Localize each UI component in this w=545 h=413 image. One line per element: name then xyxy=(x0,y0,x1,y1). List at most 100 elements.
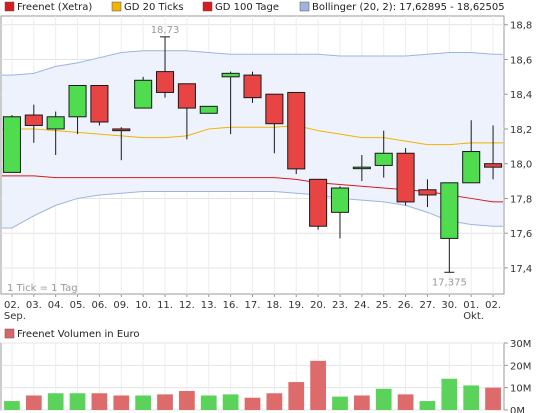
x-axis: 02. 03. 04. 05. 06. 09. 10. 11. 12. 13. 16. 17. 18. 1… xyxy=(4,294,501,322)
x-tick-label: 13. xyxy=(201,300,217,311)
candle-body xyxy=(68,85,87,118)
price-y-tick-label: 18,4 xyxy=(510,90,532,101)
volume-bar xyxy=(200,395,217,410)
price-y-tick-label: 17,8 xyxy=(510,194,532,205)
volume-bar xyxy=(375,388,392,410)
x-tick-label: 11. xyxy=(157,300,173,311)
candle xyxy=(352,155,371,182)
volume-bar xyxy=(4,401,20,410)
price-y-tick-label: 18,8 xyxy=(510,21,532,32)
volume-bar xyxy=(25,395,42,410)
x-month-label: Sep. xyxy=(4,311,26,322)
x-month-label: Okt. xyxy=(463,311,484,322)
candle xyxy=(287,91,306,175)
candle-body xyxy=(418,189,437,196)
legend-swatch-ma20 xyxy=(111,1,122,12)
x-tick-label: 19. xyxy=(288,300,304,311)
candle-body xyxy=(287,91,306,170)
candle xyxy=(24,104,43,143)
x-tick-label: 12. xyxy=(179,300,195,311)
candle-body xyxy=(134,79,153,109)
candle xyxy=(2,115,21,173)
volume-y-tick-label: 10M xyxy=(510,384,531,395)
legend-label-volume: Freenet Volumen in Euro xyxy=(17,329,139,340)
bollinger-band-fill xyxy=(2,50,503,228)
legend-label-bollinger: Bollinger (20, 2): 17,62895 - 18,62505 xyxy=(312,2,505,13)
volume-bar xyxy=(135,395,152,410)
candle xyxy=(199,105,218,114)
x-tick-label: 30. xyxy=(441,300,457,311)
annotation-label: 18,73 xyxy=(151,25,180,36)
candle xyxy=(265,93,284,154)
volume-bars xyxy=(4,360,501,410)
annotation-label: 17,375 xyxy=(432,277,467,288)
volume-bar xyxy=(419,401,436,410)
x-tick-label: 27. xyxy=(420,300,436,311)
candle-body xyxy=(440,182,459,239)
volume-bar xyxy=(441,378,458,410)
candle-body xyxy=(177,83,196,109)
legend-swatch-bollinger xyxy=(299,1,310,12)
x-tick-label: 04. xyxy=(48,300,64,311)
candle xyxy=(221,71,240,135)
volume-bar xyxy=(157,394,173,410)
volume-y-tick-label: 0M xyxy=(510,406,525,413)
volume-bar xyxy=(288,382,305,410)
volume-y-axis: 30M 20M 10M 0M xyxy=(504,339,531,413)
candle-body xyxy=(46,116,65,130)
candle-body xyxy=(462,151,481,184)
candle-body xyxy=(90,85,109,123)
volume-bar xyxy=(310,360,326,410)
candle-body xyxy=(2,116,21,173)
candle-body xyxy=(112,128,131,132)
volume-bar xyxy=(485,387,501,410)
candle-body xyxy=(243,74,262,99)
volume-bar xyxy=(179,391,195,410)
candle xyxy=(418,179,437,208)
legend-swatch-volume xyxy=(4,328,15,339)
volume-legend: Freenet Volumen in Euro xyxy=(4,328,139,340)
x-tick-label: 16. xyxy=(223,300,239,311)
volume-bar xyxy=(463,385,480,410)
price-panel: 18,73 17,375 1 Tick = 1 Tag xyxy=(0,15,505,295)
volume-bar xyxy=(91,393,108,410)
bollinger-lower-line xyxy=(2,190,503,229)
candle xyxy=(46,111,65,155)
volume-bar xyxy=(47,393,64,410)
x-tick-label: 26. xyxy=(398,300,414,311)
volume-bar xyxy=(397,394,414,410)
volume-bar xyxy=(113,395,130,410)
bollinger-upper-line xyxy=(2,50,503,76)
footnote: 1 Tick = 1 Tag xyxy=(7,283,78,294)
candle-body xyxy=(155,71,175,93)
price-y-tick-label: 17,6 xyxy=(510,229,532,240)
candle-body xyxy=(396,152,415,203)
x-tick-label: 02. xyxy=(4,300,20,311)
candle-body xyxy=(24,114,43,126)
volume-panel xyxy=(0,342,505,411)
x-tick-label: 23. xyxy=(332,300,348,311)
legend-swatch-price xyxy=(4,1,15,12)
volume-bar xyxy=(69,393,86,410)
candle-body xyxy=(199,105,218,114)
candle xyxy=(155,36,175,98)
candle xyxy=(90,85,109,126)
volume-y-tick-label: 20M xyxy=(510,361,531,372)
x-tick-label: 09. xyxy=(113,300,129,311)
candle-body xyxy=(352,166,371,170)
volume-y-tick-label: 30M xyxy=(510,339,531,350)
price-y-tick-label: 18,2 xyxy=(510,125,532,136)
x-tick-label: 18. xyxy=(266,300,282,311)
candle xyxy=(462,120,481,184)
x-tick-label: 24. xyxy=(354,300,370,311)
volume-bar xyxy=(353,395,370,410)
price-legend: Freenet (Xetra) GD 20 Ticks GD 100 Tage … xyxy=(4,1,505,13)
price-y-tick-label: 18,6 xyxy=(510,55,532,66)
candle xyxy=(134,76,153,109)
candle xyxy=(396,148,415,206)
x-tick-label: 20. xyxy=(310,300,326,311)
x-tick-label: 06. xyxy=(91,300,107,311)
candle xyxy=(309,178,328,230)
price-y-tick-label: 18,0 xyxy=(510,160,532,171)
